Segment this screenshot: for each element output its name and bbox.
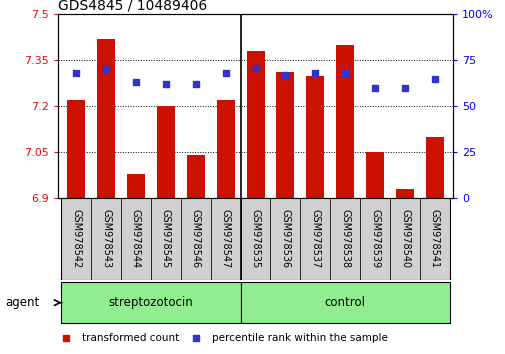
Text: GSM978538: GSM978538 (339, 209, 349, 269)
Text: transformed count: transformed count (82, 333, 179, 343)
Bar (91, 198, 121, 280)
Text: streptozotocin: streptozotocin (108, 296, 193, 309)
Bar (276, 73, 294, 198)
Bar (389, 198, 419, 280)
Point (191, 81, 199, 87)
Bar (246, 51, 264, 198)
Point (400, 85, 408, 91)
Point (72, 70, 80, 76)
Bar (300, 198, 330, 280)
Bar (61, 282, 240, 324)
Bar (210, 198, 240, 280)
Bar (360, 198, 389, 280)
Text: GSM978545: GSM978545 (161, 209, 171, 269)
Bar (216, 100, 234, 198)
Text: percentile rank within the sample: percentile rank within the sample (212, 333, 387, 343)
Bar (61, 198, 91, 280)
Point (251, 65, 259, 70)
Bar (240, 282, 449, 324)
Text: agent: agent (5, 296, 39, 309)
Bar (306, 75, 324, 198)
Bar (270, 198, 300, 280)
Bar (97, 39, 115, 198)
Text: GSM978536: GSM978536 (280, 209, 290, 269)
Point (102, 67, 110, 72)
Bar (127, 174, 144, 198)
Bar (240, 198, 270, 280)
Text: GSM978546: GSM978546 (190, 209, 200, 269)
Point (162, 81, 170, 87)
Bar (157, 106, 174, 198)
Point (340, 70, 348, 76)
Point (62, 335, 70, 341)
Bar (395, 189, 413, 198)
Bar (150, 198, 180, 280)
Point (281, 72, 289, 78)
Bar (330, 198, 360, 280)
Point (430, 76, 438, 81)
Text: GSM978542: GSM978542 (71, 209, 81, 269)
Bar (186, 155, 205, 198)
Point (192, 335, 200, 341)
Text: GSM978543: GSM978543 (101, 209, 111, 269)
Text: GSM978541: GSM978541 (429, 209, 439, 269)
Bar (425, 137, 443, 198)
Point (311, 70, 319, 76)
Bar (121, 198, 150, 280)
Point (370, 85, 378, 91)
Text: control: control (324, 296, 365, 309)
Point (132, 79, 140, 85)
Bar (366, 152, 383, 198)
Text: GSM978537: GSM978537 (310, 209, 320, 269)
Text: GDS4845 / 10489406: GDS4845 / 10489406 (58, 0, 207, 13)
Bar (419, 198, 449, 280)
Bar (67, 100, 85, 198)
Text: GSM978540: GSM978540 (399, 209, 409, 269)
Bar (336, 45, 354, 198)
Text: GSM978547: GSM978547 (220, 209, 230, 269)
Text: GSM978535: GSM978535 (250, 209, 260, 269)
Point (221, 70, 229, 76)
Text: GSM978539: GSM978539 (369, 209, 379, 269)
Text: GSM978544: GSM978544 (131, 209, 141, 269)
Bar (180, 198, 210, 280)
